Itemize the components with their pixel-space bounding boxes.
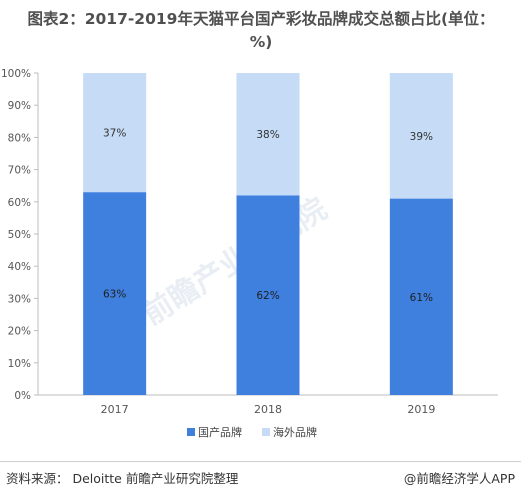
bar-2019-overseas: [389, 73, 453, 199]
credit-note: @前瞻经济学人APP: [403, 471, 515, 486]
y-tick-label: 20%: [8, 326, 31, 338]
y-tick-label: 90%: [8, 100, 31, 112]
y-tick-label: 50%: [8, 229, 31, 241]
x-tick-label: 2019: [407, 403, 435, 416]
x-tick-label: 2017: [101, 403, 129, 416]
watermark-text: 前瞻产业研究院: [137, 191, 334, 332]
legend-label-domestic: 国产品牌: [198, 425, 242, 439]
y-tick-label: 80%: [8, 132, 31, 144]
legend-swatch-overseas: [262, 428, 270, 436]
data-label-2018-domestic: 62%: [256, 290, 279, 302]
bar-2019-domestic: [389, 198, 453, 395]
source-note: 资料来源： Deloitte 前瞻产业研究院整理: [6, 471, 239, 486]
data-label-2019-overseas: 39%: [410, 131, 433, 143]
legend-label-overseas: 海外品牌: [273, 425, 317, 439]
chart-area: 前瞻产业研究院 0% 10% 20% 30% 40% 50% 60% 70% 80% 90% 100%…: [0, 55, 521, 455]
bar-2017-domestic: [83, 192, 147, 395]
data-label-2019-domestic: 61%: [410, 292, 433, 304]
stacked-bar-chart: 前瞻产业研究院 0% 10% 20% 30% 40% 50% 60% 70% 80% 90% 100%…: [1, 68, 498, 439]
footer-divider: [0, 461, 521, 462]
data-label-2018-overseas: 38%: [256, 129, 279, 141]
y-tick-label: 40%: [8, 261, 31, 273]
bar-2017-overseas: [83, 73, 147, 193]
data-label-2017-domestic: 63%: [103, 289, 126, 301]
y-tick-label: 10%: [8, 358, 31, 370]
y-tick-label: 0%: [14, 390, 31, 402]
bar-2018-overseas: [236, 73, 300, 196]
chart-title: 图表2：2017-2019年天猫平台国产彩妆品牌成交总额占比(单位：%): [27, 10, 495, 51]
legend-swatch-domestic: [187, 428, 195, 436]
y-tick-label: 30%: [8, 293, 31, 305]
y-tick-label: 100%: [1, 68, 31, 80]
x-tick-label: 2018: [254, 403, 282, 416]
bar-2018-domestic: [236, 195, 300, 395]
data-label-2017-overseas: 37%: [103, 128, 126, 140]
y-tick-label: 70%: [8, 165, 31, 177]
y-tick-label: 60%: [8, 197, 31, 209]
